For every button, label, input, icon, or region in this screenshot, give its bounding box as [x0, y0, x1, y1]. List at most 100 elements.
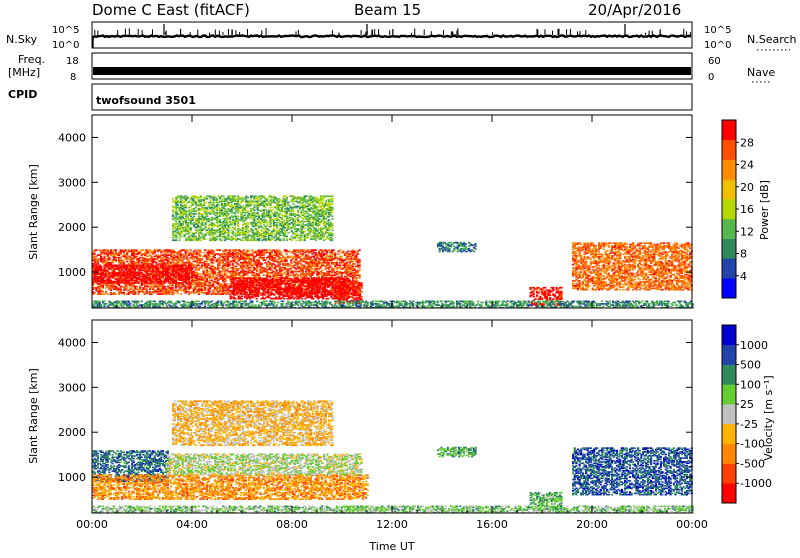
data-cell: [232, 263, 234, 265]
data-cell: [354, 263, 356, 265]
data-cell: [199, 254, 201, 256]
data-cell: [285, 253, 287, 255]
data-cell: [191, 275, 193, 277]
data-cell: [248, 251, 250, 253]
data-cell: [203, 252, 205, 254]
data-cell: [336, 261, 338, 263]
data-cell: [191, 271, 193, 273]
data-cell: [207, 271, 209, 273]
data-cell: [227, 268, 229, 270]
data-cell: [359, 249, 361, 251]
date-title: 20/Apr/2016: [588, 1, 681, 19]
data-cell: [252, 285, 254, 287]
data-cell: [263, 274, 265, 276]
data-cell: [168, 281, 170, 283]
data-cell: [107, 249, 109, 251]
data-cell: [188, 273, 190, 275]
data-cell: [162, 265, 164, 267]
data-cell: [241, 295, 243, 297]
data-cell: [191, 267, 193, 269]
data-cell: [246, 274, 248, 276]
data-cell: [347, 278, 349, 280]
freq-frame: [92, 53, 692, 79]
data-cell: [354, 268, 356, 270]
data-cell: [339, 292, 341, 294]
data-cell: [321, 269, 323, 271]
data-cell: [257, 290, 259, 292]
data-cell: [186, 249, 188, 251]
data-cell: [335, 278, 337, 280]
data-cell: [282, 288, 284, 290]
data-cell: [260, 284, 262, 286]
data-cell: [155, 275, 157, 277]
data-cell: [318, 276, 320, 278]
data-cell: [136, 286, 138, 288]
data-cell: [234, 278, 236, 280]
data-cell: [142, 270, 144, 272]
freq-label-line1: Freq.: [18, 53, 45, 66]
data-cell: [194, 249, 196, 251]
data-cell: [188, 259, 190, 261]
data-cell: [126, 261, 128, 263]
data-cell: [209, 256, 211, 258]
data-cell: [219, 249, 221, 251]
cpid-program: twofsound 3501: [96, 94, 196, 107]
nsky-trace: [93, 24, 691, 48]
data-cell: [142, 291, 144, 293]
data-cell: [123, 292, 125, 294]
data-cell: [115, 259, 117, 261]
data-cell: [147, 275, 149, 277]
data-cell: [243, 249, 245, 251]
data-cell: [108, 278, 110, 280]
data-cell: [361, 296, 363, 298]
data-cell: [94, 253, 96, 255]
data-cell: [256, 298, 258, 300]
data-cell: [179, 239, 181, 241]
data-cell: [115, 293, 117, 295]
data-cell: [315, 249, 317, 251]
data-cell: [172, 214, 174, 216]
data-cell: [126, 265, 128, 267]
data-cell: [354, 283, 356, 285]
data-cell: [301, 288, 303, 290]
data-cell: [359, 269, 361, 271]
data-cell: [201, 258, 203, 260]
freq-panel: Freq. [MHz] 18 8 60 0 Nave: [8, 53, 775, 83]
data-cell: [134, 268, 136, 270]
data-cell: [337, 253, 339, 255]
data-cell: [191, 277, 193, 279]
data-cell: [225, 283, 227, 285]
data-cell: [157, 265, 159, 267]
freq-tick-low: 8: [70, 72, 76, 83]
data-cell: [288, 280, 290, 282]
data-cell: [339, 264, 341, 266]
station-title: Dome C East (fitACF): [92, 1, 250, 19]
data-cell: [198, 264, 200, 266]
data-cell: [105, 276, 107, 278]
data-cell: [333, 268, 335, 270]
data-cell: [301, 298, 303, 300]
data-cell: [139, 278, 141, 280]
data-cell: [172, 198, 174, 200]
cpid-label: CPID: [8, 88, 37, 101]
data-cell: [361, 291, 363, 293]
data-cell: [256, 269, 258, 271]
data-cell: [283, 280, 285, 282]
data-cell: [147, 265, 149, 267]
data-cell: [149, 277, 151, 279]
data-cell: [212, 262, 214, 264]
power-data-cells: [92, 195, 694, 308]
data-cell: [230, 285, 232, 287]
data-cell: [199, 249, 201, 251]
data-cell: [220, 273, 222, 275]
data-cell: [212, 251, 214, 253]
data-cell: [209, 282, 211, 284]
data-cell: [264, 294, 266, 296]
data-cell: [361, 282, 363, 284]
data-cell: [273, 294, 275, 296]
data-cell: [264, 259, 266, 261]
data-cell: [172, 209, 174, 211]
nave-tick-low: 0: [708, 72, 714, 83]
data-cell: [199, 273, 201, 275]
data-cell: [180, 293, 182, 295]
